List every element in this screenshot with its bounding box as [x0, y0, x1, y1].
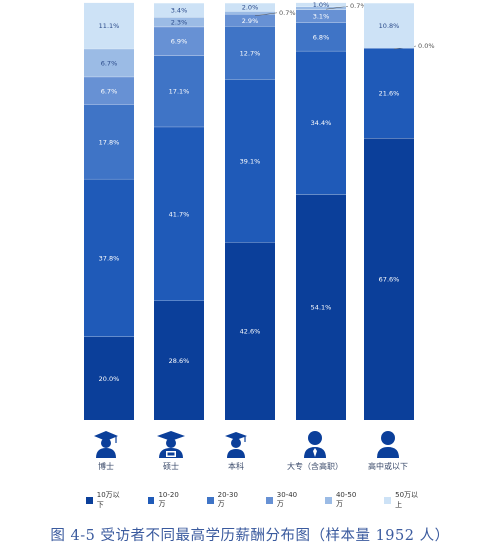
bar-segment: [296, 9, 346, 23]
data-label: 41.7%: [169, 210, 190, 218]
data-label: 17.8%: [99, 138, 120, 146]
legend-swatch: [86, 496, 93, 504]
data-label: 1.0%: [313, 1, 330, 9]
data-label: 54.1%: [311, 304, 332, 312]
chart-legend: 10万以下 10-20万 20-30万 30-40万 40-50万 50万以上: [86, 491, 446, 509]
data-label: 2.9%: [242, 17, 259, 25]
bar-segment: [225, 3, 275, 12]
bar-segment: [225, 14, 275, 27]
legend-item: 40-50万: [325, 491, 362, 509]
bar-segment: [154, 26, 204, 56]
bar-segment: [225, 242, 275, 420]
legend-label: 30-40万: [276, 491, 298, 508]
category-label: 高中或以下: [368, 462, 408, 471]
bar-segment: [364, 3, 414, 49]
bar-segment: [364, 138, 414, 420]
bar-segment: [225, 11, 275, 15]
data-label: 12.7%: [240, 49, 261, 57]
data-label: 2.3%: [171, 18, 188, 26]
category-highschool: 高中或以下: [358, 430, 418, 480]
bar-segment: [84, 76, 134, 105]
bar-segment: [84, 2, 134, 49]
data-label: 6.7%: [101, 59, 118, 67]
category-label: 博士: [98, 462, 114, 471]
legend-swatch: [147, 496, 155, 504]
bar-segment: [296, 2, 346, 7]
bar-segment: [154, 126, 204, 301]
data-label: 2.0%: [242, 4, 259, 12]
data-label: 39.1%: [240, 157, 261, 165]
bar-segment: [364, 48, 414, 139]
legend-swatch: [384, 496, 392, 504]
bar-segment: [225, 26, 275, 80]
bar-segment: [296, 6, 346, 10]
leader-line: [254, 12, 278, 17]
bar-segment: [296, 194, 346, 420]
category-master: 硕士: [141, 430, 201, 480]
bar-segment: [154, 17, 204, 27]
legend-swatch: [206, 496, 214, 504]
legend-item: 20-30万: [206, 491, 244, 509]
legend-label: 10-20万: [158, 491, 179, 508]
legend-label: 10万以下: [96, 491, 120, 509]
legend-item: 50万以上: [384, 490, 424, 510]
category-label: 硕士: [163, 462, 179, 471]
data-label: 6.9%: [171, 38, 188, 46]
data-label: 21.6%: [379, 90, 400, 98]
category-doctor: 博士: [76, 430, 136, 480]
figure-caption: 图 4-5 受访者不同最高学历薪酬分布图（样本量 1952 人）: [50, 528, 450, 544]
master-graduate-icon: [157, 431, 185, 458]
category-label: 本科: [228, 462, 244, 471]
bar-segment: [84, 48, 134, 77]
data-label: 3.1%: [313, 13, 330, 21]
data-label: 67.6%: [379, 276, 400, 284]
bar-segment: [296, 50, 346, 195]
legend-label: 20-30万: [217, 491, 238, 508]
category-label: 大专（含高职）: [287, 462, 343, 471]
data-label: 37.8%: [99, 254, 120, 262]
data-label: 0.7%: [279, 9, 296, 17]
data-label: 6.7%: [101, 87, 118, 95]
legend-label: 50万以上: [395, 491, 419, 509]
legend-swatch: [266, 496, 273, 504]
bar-segment: [84, 178, 134, 337]
category-college: 大专（含高职）: [285, 430, 345, 480]
person-icon: [377, 431, 399, 458]
data-label: 10.8%: [379, 22, 400, 30]
data-label: 17.1%: [169, 88, 190, 96]
legend-item: 10万以下: [86, 490, 126, 510]
bar-segment: [225, 79, 275, 243]
data-label: 0.0%: [418, 42, 435, 50]
data-label: 42.6%: [240, 328, 261, 336]
doctor-graduate-icon: [94, 431, 118, 458]
stacked-bar-chart: 20.0% 37.8% 17.8% 6.7% 6.7% 11.1% 28.6% 41.7% 17…: [84, 1, 435, 420]
bar-segment: [154, 300, 204, 420]
legend-swatch: [325, 496, 332, 504]
bar-segment: [296, 22, 346, 51]
bar-segment: [154, 3, 204, 18]
legend-item: 30-40万: [266, 491, 303, 509]
data-label: 34.4%: [311, 119, 332, 127]
college-person-icon: [304, 431, 326, 458]
bar-segment: [84, 336, 134, 420]
legend-label: 40-50万: [335, 491, 357, 508]
legend-item: 10-20万: [147, 491, 185, 509]
data-label: 28.6%: [169, 357, 190, 365]
data-label: 3.4%: [171, 7, 188, 15]
bar-segment: [84, 104, 134, 179]
data-label: 6.8%: [313, 33, 330, 41]
data-label: 0.7%: [350, 2, 367, 10]
bar-segment: [154, 55, 204, 127]
bachelor-graduate-icon: [225, 432, 247, 458]
category-bachelor: 本科: [206, 430, 266, 480]
data-label: 20.0%: [99, 375, 120, 383]
data-label: 11.1%: [99, 22, 120, 30]
